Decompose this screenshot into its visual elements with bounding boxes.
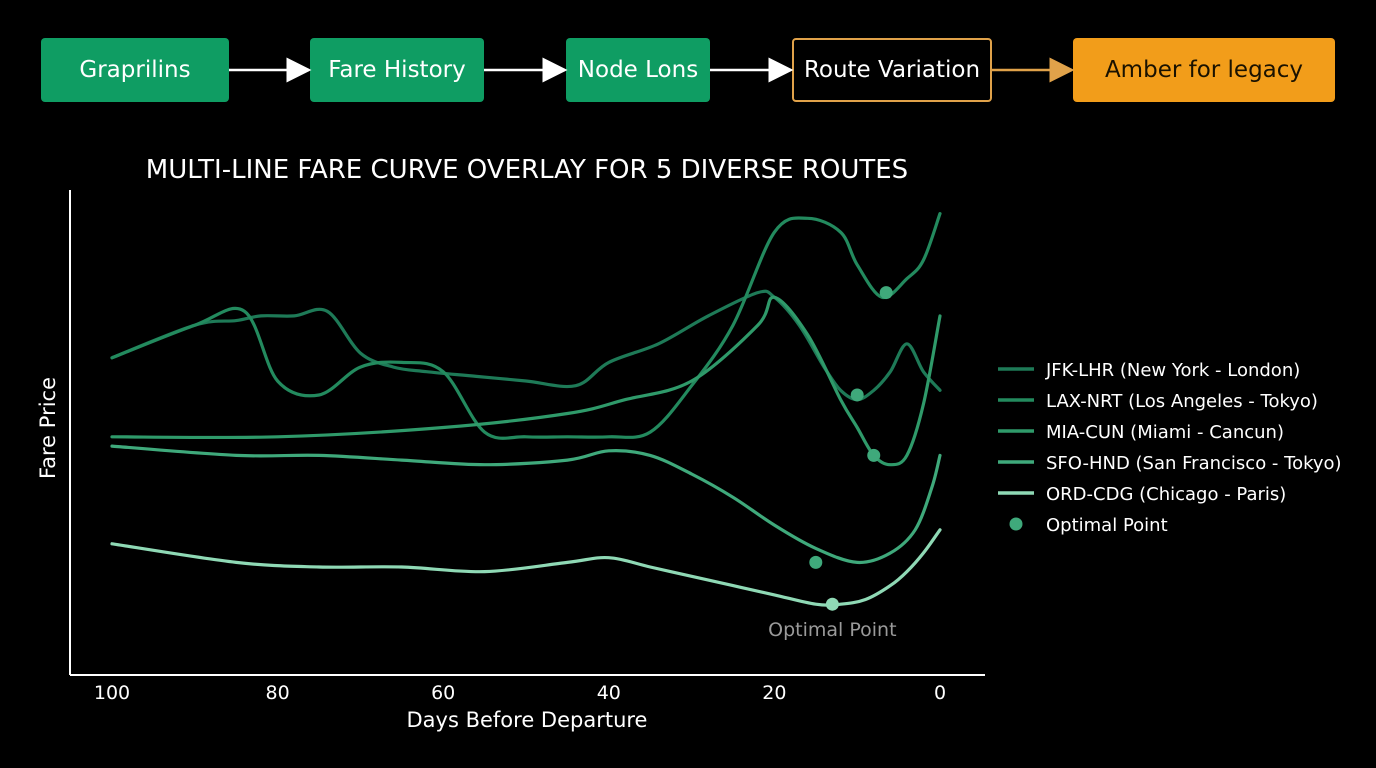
series-line-4 [110, 444, 942, 565]
chart-title: MULTI-LINE FARE CURVE OVERLAY FOR 5 DIVE… [146, 155, 908, 185]
optimal-point-marker [809, 555, 823, 569]
x-tick-label: 40 [597, 682, 621, 704]
optimal-point-marker [825, 597, 839, 611]
flow-diagram: Graprilins Fare History Node Lons Route … [0, 0, 1376, 120]
series-line-1 [110, 289, 942, 402]
x-ticks: 100 80 60 40 20 0 [94, 682, 946, 704]
optimal-point-marker [879, 286, 893, 300]
flow-node-fare-history: Fare History [310, 38, 484, 102]
series-line-3 [110, 295, 942, 467]
legend-label-2: LAX-NRT (Los Angeles - Tokyo) [1046, 391, 1318, 412]
optimal-point-marker [867, 448, 881, 462]
x-tick-label: 80 [266, 682, 290, 704]
legend-label-3: MIA-CUN (Miami - Cancun) [1046, 422, 1284, 443]
legend-label-1: JFK-LHR (New York - London) [1045, 360, 1300, 381]
flow-arrows [229, 57, 1075, 83]
legend-optimal-marker [1009, 517, 1023, 531]
x-tick-label: 0 [934, 682, 946, 704]
flow-node-node-lons: Node Lons [566, 38, 710, 102]
legend-label-optimal: Optimal Point [1046, 515, 1168, 536]
legend: JFK-LHR (New York - London) LAX-NRT (Los … [998, 360, 1342, 536]
series-line-5 [110, 528, 942, 607]
optimal-point-marker [850, 388, 864, 402]
y-axis-label: Fare Price [36, 377, 60, 479]
flow-node-amber-for-legacy: Amber for legacy [1073, 38, 1335, 102]
x-tick-label: 100 [94, 682, 130, 704]
optimal-point-annotation: Optimal Point [768, 619, 896, 641]
legend-label-4: SFO-HND (San Francisco - Tokyo) [1046, 453, 1342, 474]
flow-node-graprilins: Graprilins [41, 38, 229, 102]
x-axis-label: Days Before Departure [407, 708, 648, 732]
flow-node-route-variation: Route Variation [792, 38, 992, 102]
x-tick-label: 60 [431, 682, 455, 704]
x-tick-label: 20 [762, 682, 786, 704]
series-line-2 [110, 212, 942, 440]
series-group [110, 212, 942, 607]
optimal-markers [809, 286, 893, 611]
legend-label-5: ORD-CDG (Chicago - Paris) [1046, 484, 1286, 505]
